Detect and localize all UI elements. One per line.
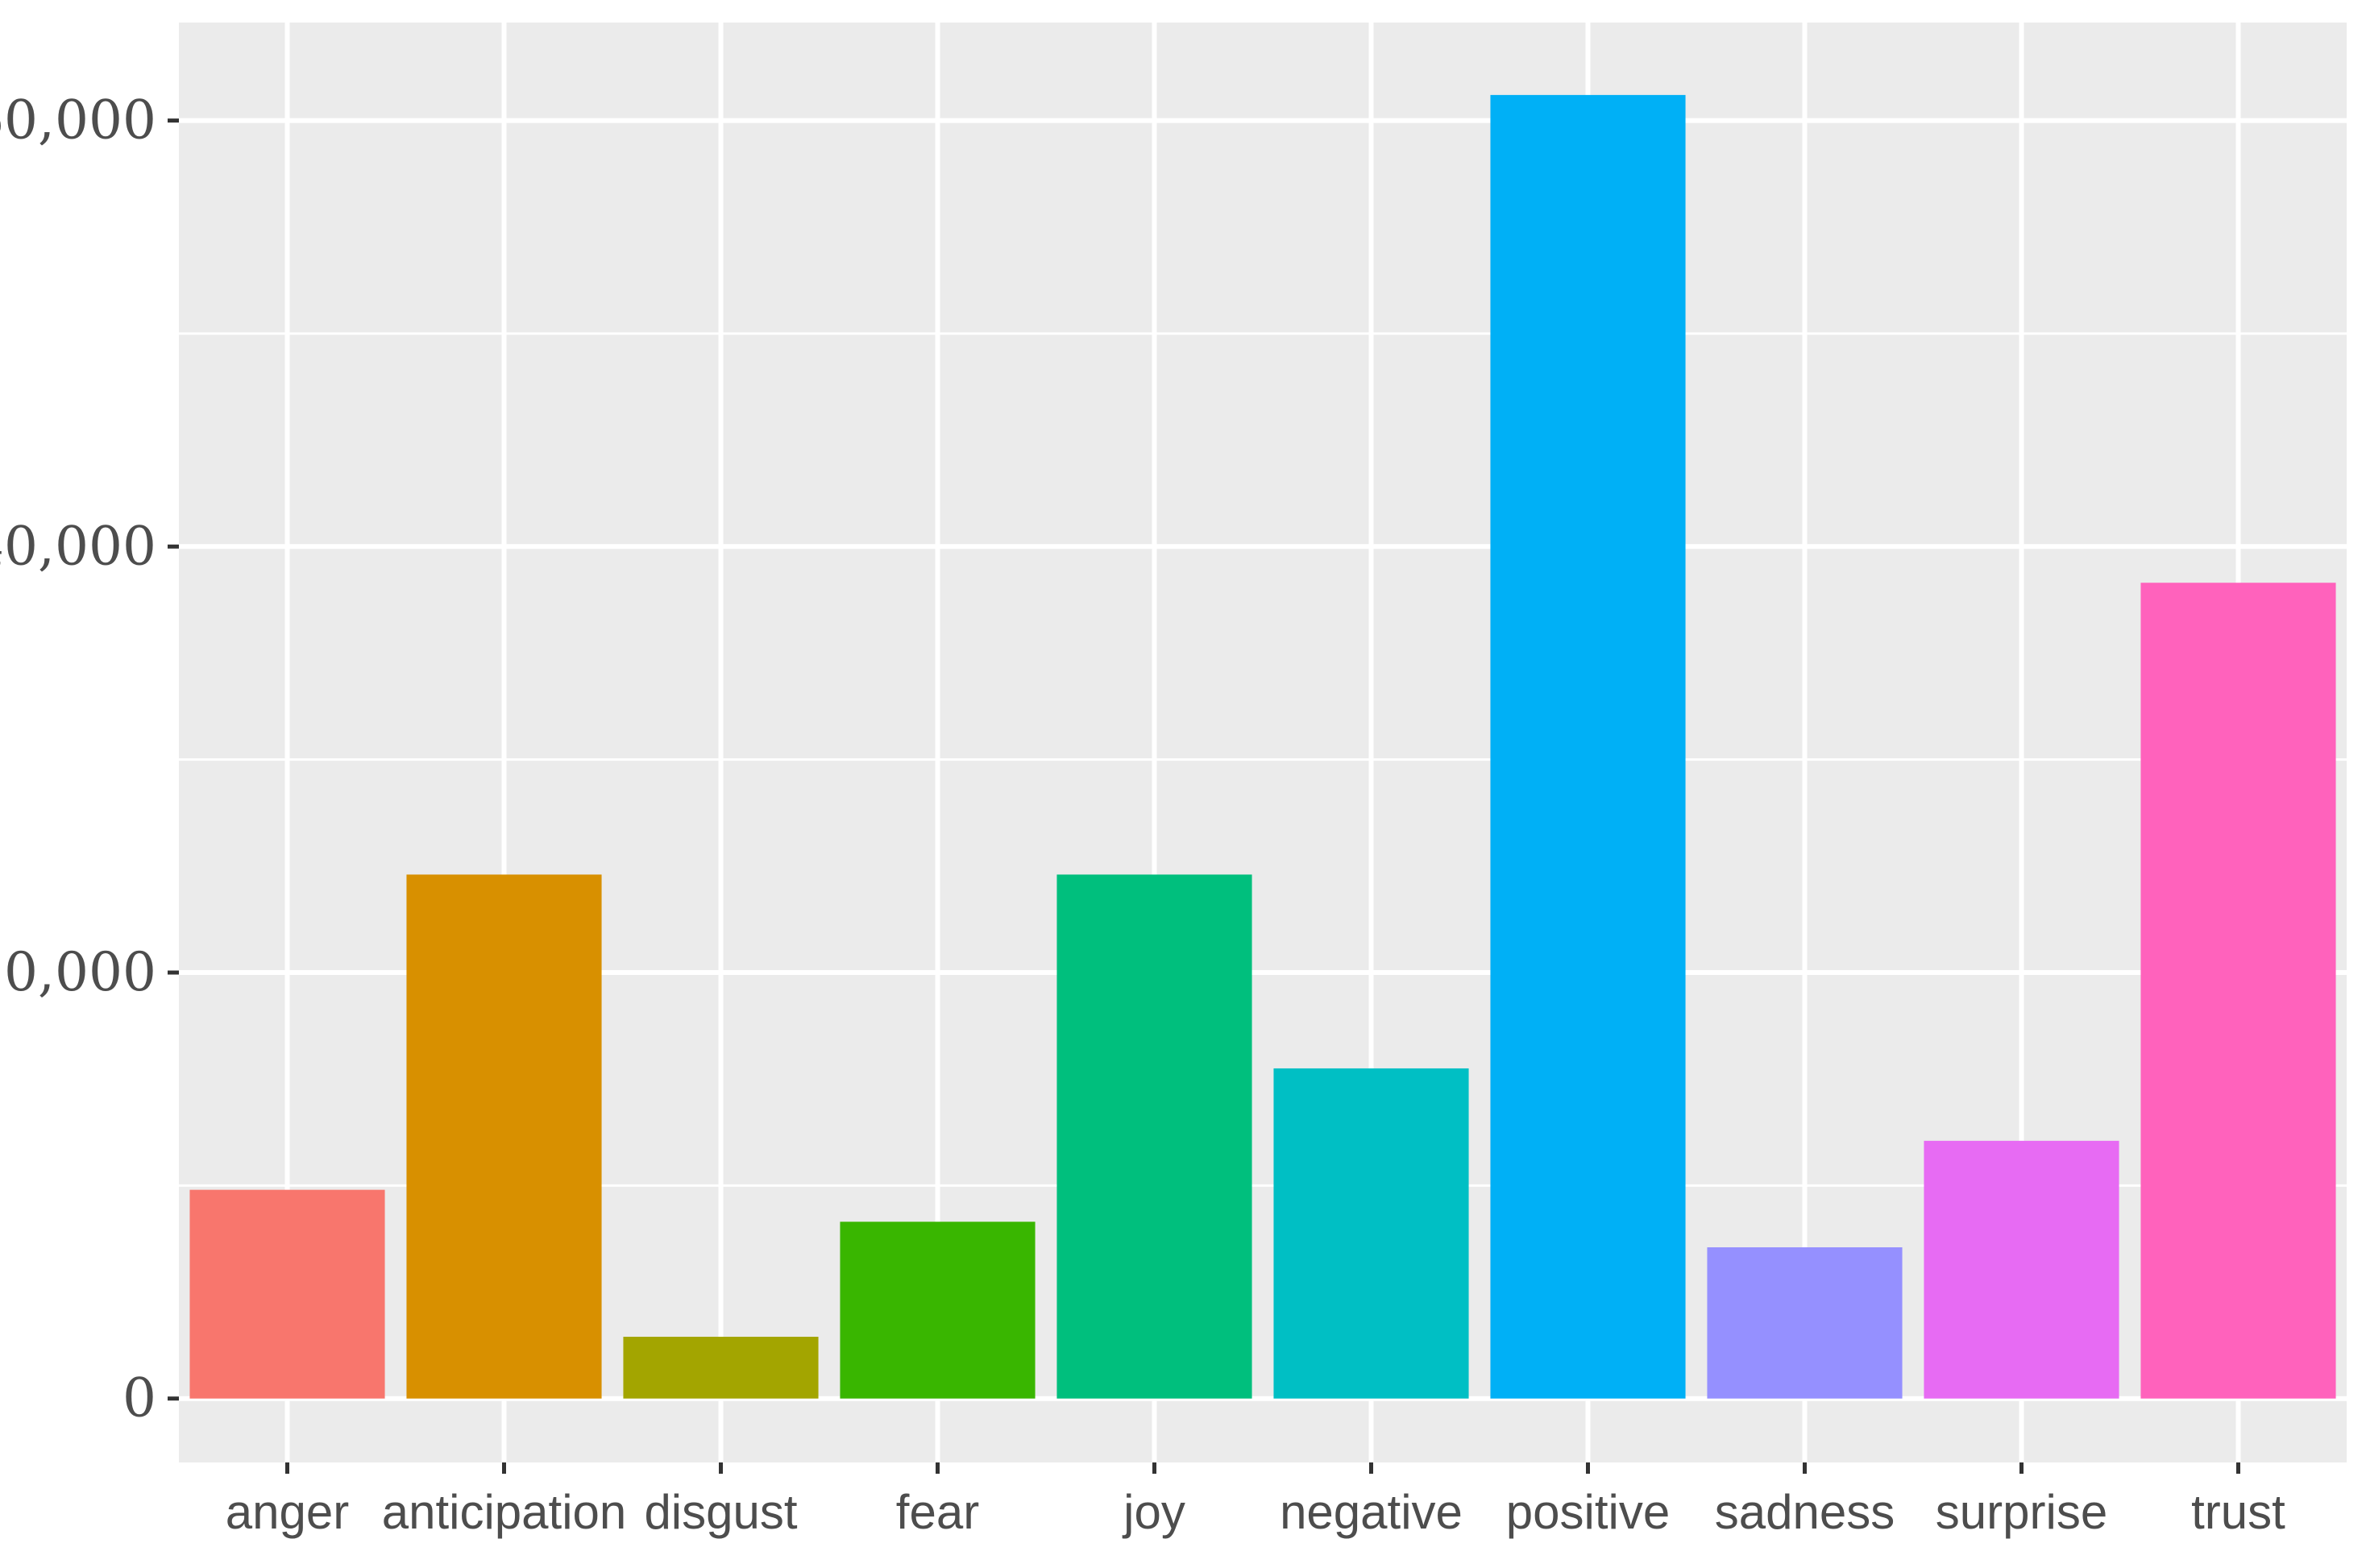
- bar-positive: [1490, 94, 1686, 1399]
- bar-trust: [2140, 583, 2336, 1399]
- bar-anticipation: [406, 874, 602, 1399]
- x-tick-label: negative: [1280, 1485, 1463, 1539]
- bar-surprise: [1924, 1140, 2119, 1399]
- bar-anger: [189, 1189, 385, 1399]
- y-tick-label: 20,000: [0, 941, 156, 1003]
- y-tick-label: 60,000: [0, 89, 156, 151]
- x-axis: anger anticipation disgust fear joy negative p…: [226, 1462, 2285, 1539]
- x-tick-label: anger: [226, 1485, 349, 1539]
- x-tick-label: surprise: [1936, 1485, 2107, 1539]
- x-tick-label: sadness: [1715, 1485, 1895, 1539]
- y-tick-label: 40,000: [0, 515, 156, 577]
- bar-sadness: [1707, 1247, 1903, 1399]
- bar-disgust: [623, 1337, 819, 1399]
- bar-joy: [1056, 874, 1252, 1399]
- x-tick-label: joy: [1122, 1485, 1185, 1539]
- x-tick-label: anticipation: [382, 1485, 627, 1539]
- x-tick-label: trust: [2191, 1485, 2285, 1539]
- x-tick-label: fear: [896, 1485, 979, 1539]
- y-tick-label: 0: [122, 1367, 156, 1429]
- y-axis: 0 20,000 40,000 60,000: [0, 89, 179, 1429]
- x-tick-label: positive: [1506, 1485, 1670, 1539]
- bars: [189, 94, 2336, 1399]
- x-tick-label: disgust: [644, 1485, 797, 1539]
- bar-fear: [840, 1222, 1036, 1399]
- bar-negative: [1273, 1068, 1469, 1399]
